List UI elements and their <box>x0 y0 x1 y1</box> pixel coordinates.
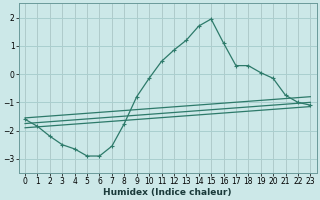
X-axis label: Humidex (Indice chaleur): Humidex (Indice chaleur) <box>103 188 232 197</box>
